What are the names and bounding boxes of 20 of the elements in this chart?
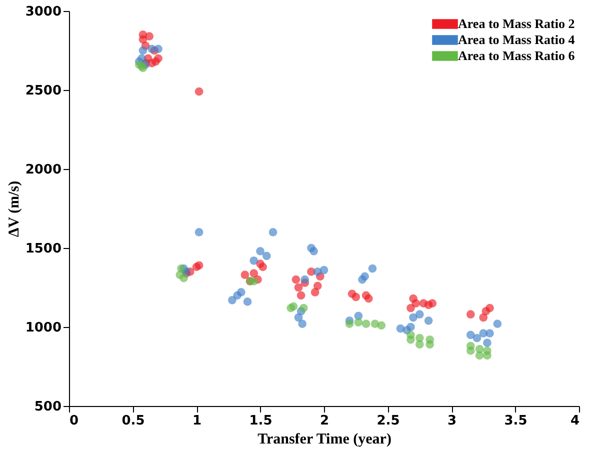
x-tick-label: 3 — [447, 414, 457, 428]
y-tick-label: 2000 — [25, 162, 62, 178]
y-tick-label: 3000 — [25, 4, 62, 20]
x-tick-label: 0.5 — [122, 414, 145, 428]
x-tick-label: 4 — [570, 414, 580, 428]
legend-label: Area to Mass Ratio 6 — [458, 48, 576, 63]
x-axis-title: Transfer Time (year) — [258, 432, 392, 448]
x-tick-label: 0 — [70, 414, 79, 428]
y-tick-label: 1000 — [25, 320, 62, 336]
x-tick-label: 3.5 — [504, 414, 528, 428]
x-tick-label: 2 — [320, 414, 330, 428]
legend-label: Area to Mass Ratio 2 — [458, 16, 575, 31]
x-tick-label: 1.5 — [249, 414, 272, 428]
x-tick-label: 1 — [192, 414, 202, 428]
y-tick-label: 2500 — [25, 84, 62, 98]
legend-label: Area to Mass Ratio 4 — [458, 32, 576, 47]
y-tick-label: 500 — [34, 400, 62, 414]
y-axis-title: ΔV (m/s) — [6, 180, 22, 238]
y-tick-label: 1500 — [25, 242, 62, 256]
x-tick-label: 2.5 — [376, 414, 400, 428]
